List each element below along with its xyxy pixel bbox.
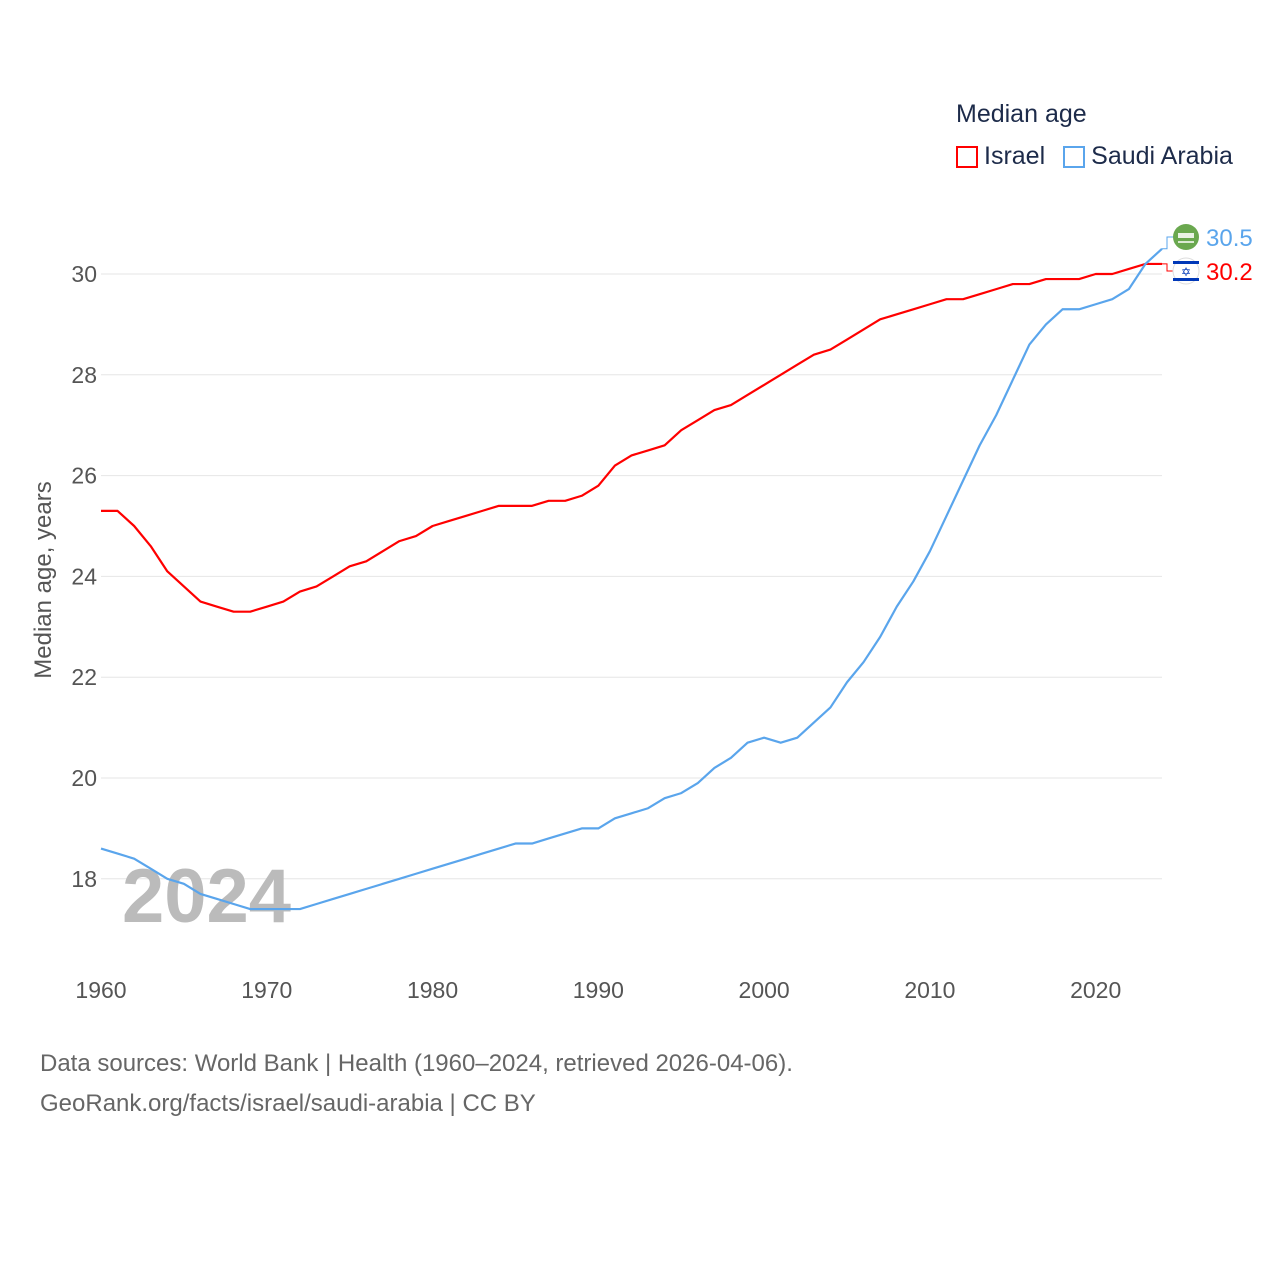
- end-value-label: 30.5: [1206, 225, 1253, 252]
- legend-item-saudi-arabia[interactable]: Saudi Arabia: [1063, 142, 1233, 171]
- y-tick-label: 26: [71, 463, 97, 489]
- israel-flag-icon: ✡: [1172, 257, 1200, 285]
- end-label-connector: [1162, 263, 1174, 272]
- x-tick-label: 1970: [241, 977, 292, 1003]
- y-axis-label: Median age, years: [30, 481, 57, 678]
- saudi-arabia-flag-icon: [1173, 224, 1199, 250]
- x-tick-label: 2020: [1070, 977, 1121, 1003]
- x-tick-label: 2010: [904, 977, 955, 1003]
- series-line-israel[interactable]: [101, 262, 1162, 613]
- svg-text:✡: ✡: [1181, 265, 1191, 279]
- footer: Data sources: World Bank | Health (1960–…: [40, 1044, 793, 1124]
- israel-swatch: [956, 145, 978, 168]
- end-label-connector: [1162, 236, 1174, 250]
- x-tick-label: 1990: [573, 977, 624, 1003]
- y-tick-label: 18: [71, 866, 97, 892]
- y-tick-label: 30: [71, 261, 97, 287]
- y-tick-label: 28: [71, 362, 97, 388]
- y-tick-label: 22: [71, 664, 97, 690]
- series-line-saudi-arabia[interactable]: [100, 247, 1163, 911]
- data-sources: Data sources: World Bank | Health (1960–…: [40, 1050, 793, 1077]
- legend-item-israel[interactable]: Israel: [956, 142, 1045, 171]
- x-tick-label: 1960: [75, 977, 126, 1003]
- attribution-link[interactable]: GeoRank.org/facts/israel/saudi-arabia | …: [40, 1090, 536, 1117]
- legend-label: Saudi Arabia: [1091, 142, 1233, 170]
- legend-label: Israel: [984, 142, 1046, 170]
- y-tick-label: 24: [71, 563, 97, 589]
- x-tick-label: 2000: [739, 977, 790, 1003]
- x-tick-label: 1980: [407, 977, 458, 1003]
- y-tick-label: 20: [71, 765, 97, 791]
- legend-title: Median age: [956, 100, 1087, 128]
- end-value-label: 30.2: [1206, 259, 1253, 286]
- legend: Israel Saudi Arabia: [956, 142, 1233, 171]
- saudi-arabia-swatch: [1063, 145, 1086, 168]
